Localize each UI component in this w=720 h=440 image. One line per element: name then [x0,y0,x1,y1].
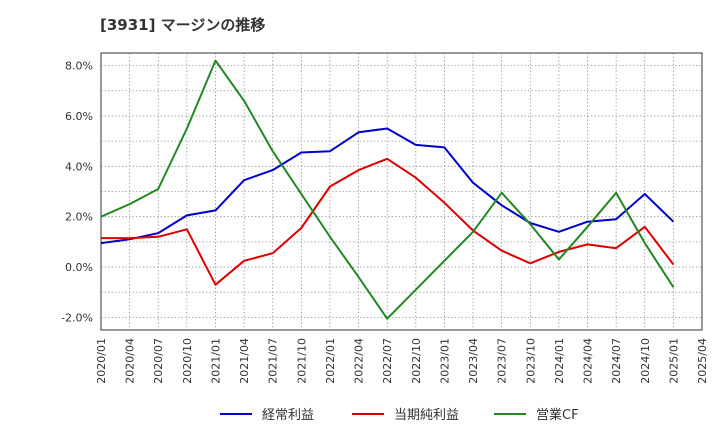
x-tick-label: 2022/01 [324,338,337,384]
x-tick-label: 2023/10 [524,338,537,384]
x-tick-label: 2020/01 [95,338,108,384]
x-tick-label: 2021/01 [209,338,222,384]
x-tick-label: 2024/04 [582,338,595,384]
plot-area [101,53,702,330]
x-tick-label: 2021/10 [295,338,308,384]
plot-border [100,52,703,331]
x-tick-label: 2020/10 [181,338,194,384]
x-tick-label: 2020/04 [124,338,137,384]
x-tick-label: 2020/07 [152,338,165,384]
series-line-2 [101,157,675,286]
x-tick-label: 2022/10 [410,338,423,384]
legend-label-2: 当期純利益 [394,408,459,423]
series-line-3 [100,59,675,320]
y-tick-label: -2.0% [61,311,93,324]
x-tick-label: 2025/01 [667,338,680,384]
x-tick-label: 2023/07 [496,338,509,384]
series-line-1 [100,127,675,245]
legend-label-3: 営業CF [536,407,579,423]
y-tick-label: 2.0% [65,211,93,224]
x-tick-label: 2023/01 [438,338,451,384]
x-tick-label: 2024/01 [553,338,566,384]
x-tick-label: 2022/04 [353,338,366,384]
x-tick-label: 2025/04 [696,338,709,384]
legend-label-1: 経常利益 [262,408,314,423]
chart-title: [3931] マージンの推移 [100,16,266,34]
x-tick-label: 2024/10 [639,338,652,384]
x-tick-label: 2021/04 [238,338,251,384]
x-tick-label: 2024/07 [610,338,623,384]
y-tick-label: 8.0% [65,60,93,73]
y-tick-label: 4.0% [65,160,93,173]
x-tick-label: 2023/04 [467,338,480,384]
x-tick-label: 2021/07 [267,338,280,384]
y-tick-label: 6.0% [65,110,93,123]
x-tick-label: 2022/07 [381,338,394,384]
y-tick-label: 0.0% [65,261,93,274]
